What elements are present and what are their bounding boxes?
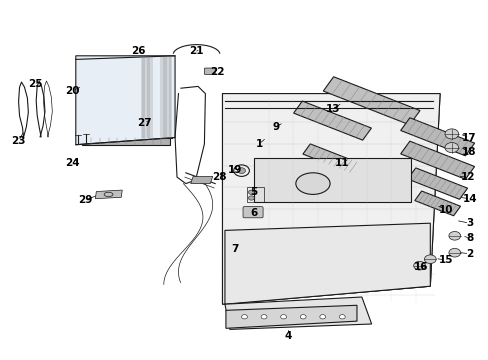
Text: 17: 17 (461, 132, 476, 143)
Polygon shape (400, 141, 474, 179)
Text: 2: 2 (465, 249, 472, 259)
Circle shape (248, 190, 254, 194)
Text: 13: 13 (325, 104, 340, 114)
Text: 11: 11 (334, 158, 349, 168)
Text: 28: 28 (211, 172, 226, 182)
Text: 15: 15 (438, 255, 452, 265)
Circle shape (248, 196, 254, 200)
Text: 4: 4 (284, 330, 292, 341)
Text: 9: 9 (272, 122, 279, 132)
Text: 16: 16 (413, 262, 428, 272)
Text: 22: 22 (210, 67, 224, 77)
FancyBboxPatch shape (204, 68, 215, 75)
Circle shape (241, 315, 247, 319)
Text: 19: 19 (227, 165, 242, 175)
Polygon shape (76, 56, 175, 145)
Text: 5: 5 (250, 186, 257, 197)
Circle shape (424, 255, 435, 264)
Circle shape (237, 168, 245, 174)
Text: 3: 3 (465, 218, 472, 228)
Circle shape (448, 231, 460, 240)
Polygon shape (224, 223, 429, 304)
Polygon shape (254, 158, 410, 202)
Text: 26: 26 (130, 46, 145, 56)
Polygon shape (303, 144, 361, 174)
Text: 24: 24 (65, 158, 80, 168)
Text: 10: 10 (438, 204, 452, 215)
Text: 23: 23 (11, 136, 26, 146)
Text: 6: 6 (250, 208, 257, 218)
Polygon shape (414, 191, 460, 216)
Text: 8: 8 (466, 233, 473, 243)
Circle shape (413, 261, 425, 270)
Circle shape (319, 315, 325, 319)
FancyBboxPatch shape (243, 207, 263, 218)
Circle shape (339, 315, 345, 319)
Circle shape (280, 315, 286, 319)
Circle shape (448, 248, 460, 257)
Polygon shape (82, 138, 170, 145)
Text: 14: 14 (462, 194, 477, 204)
Polygon shape (224, 297, 371, 329)
Polygon shape (323, 77, 419, 125)
Polygon shape (407, 168, 467, 199)
Polygon shape (141, 57, 152, 139)
Text: 12: 12 (460, 172, 475, 182)
Text: 20: 20 (65, 86, 80, 96)
Polygon shape (225, 305, 356, 328)
Text: 27: 27 (137, 118, 151, 128)
Text: 1: 1 (255, 139, 262, 149)
Polygon shape (190, 176, 212, 184)
Circle shape (444, 143, 458, 153)
Polygon shape (293, 101, 371, 140)
Text: 29: 29 (78, 195, 93, 205)
Circle shape (444, 129, 458, 139)
Text: 21: 21 (189, 46, 203, 56)
Circle shape (300, 315, 305, 319)
Circle shape (261, 315, 266, 319)
Polygon shape (222, 94, 439, 304)
Text: 7: 7 (230, 244, 238, 254)
Text: 25: 25 (28, 78, 42, 89)
Ellipse shape (295, 173, 329, 194)
Polygon shape (400, 118, 474, 156)
Polygon shape (160, 57, 172, 139)
Polygon shape (95, 190, 122, 199)
Text: 18: 18 (461, 147, 476, 157)
